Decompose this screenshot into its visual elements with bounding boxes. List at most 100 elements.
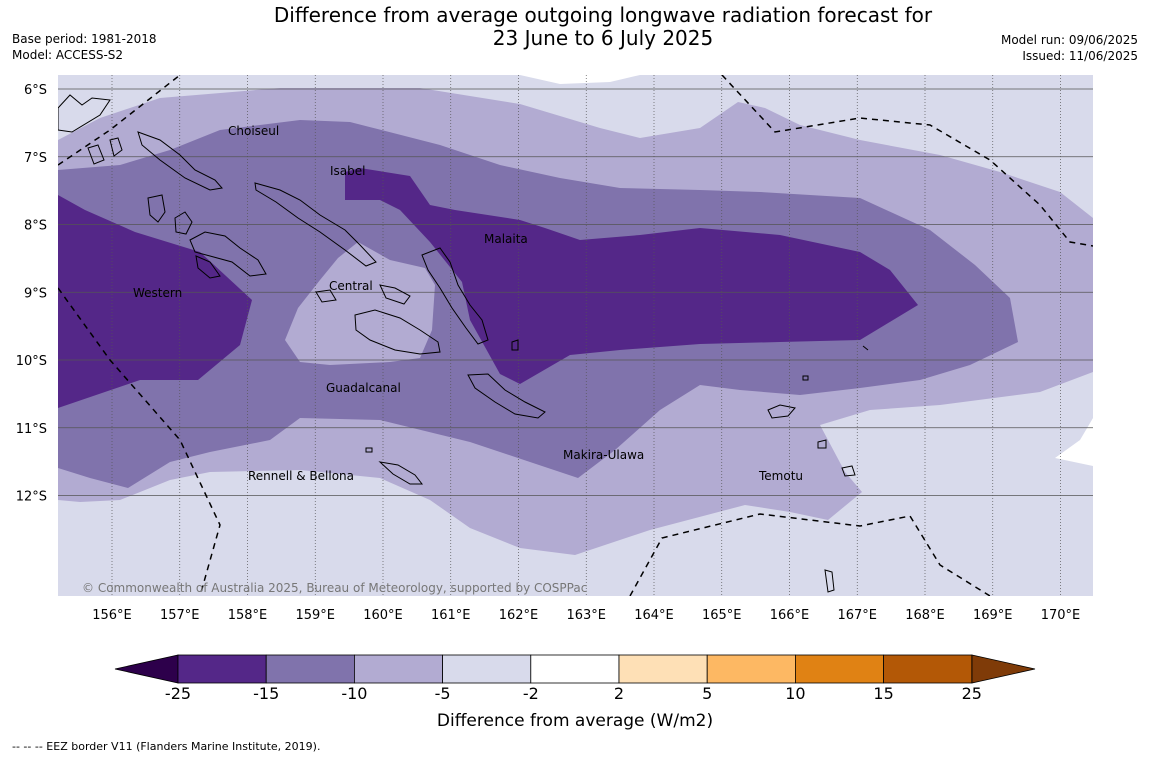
colorbar-tick-labels: -25 -15 -10 -5 -2 2 5 10 15 25 (165, 684, 982, 703)
island-malaita (421, 247, 489, 345)
island-makira (467, 373, 546, 419)
longitude-tick-label: 163°E (566, 608, 606, 623)
island-torres (824, 569, 835, 593)
island-ulawa (511, 339, 519, 351)
meta-left: Base period: 1981-2018 Model: ACCESS-S2 (12, 31, 157, 63)
colorbar-segment (265, 654, 355, 684)
region-choiseul: Choiseul (228, 124, 279, 138)
longitude-tick-label: 162°E (499, 608, 539, 623)
contour-central-pocket (285, 242, 435, 365)
island-reef-islands (802, 375, 809, 381)
colorbar-segments (177, 654, 973, 684)
longitude-tick-label: 160°E (363, 608, 403, 623)
latitude-tick-label: 10°S (16, 354, 47, 369)
longitude-tick-label: 168°E (905, 608, 945, 623)
issued-date: Issued: 11/06/2025 (1022, 49, 1138, 63)
colorbar-tick-label: 5 (702, 684, 712, 703)
island-russell (315, 289, 337, 303)
region-isabel: Isabel (330, 164, 365, 178)
island-rennell (378, 461, 424, 485)
colorbar-title: Difference from average (W/m2) (437, 711, 713, 731)
contour-layer: © Commonwealth of Australia 2025, Bureau… (58, 75, 1093, 596)
eez-border-se (629, 513, 991, 596)
island-sikaiana (862, 345, 869, 351)
colorbar-tick-label: -25 (165, 684, 191, 703)
colorbar-segment (883, 654, 973, 684)
island-kolombangara (174, 211, 193, 235)
colorbar-tick-label: -5 (435, 684, 451, 703)
region-temotu: Temotu (758, 469, 803, 483)
chart-title: Difference from average outgoing longwav… (150, 4, 1056, 50)
island-rendova (195, 255, 221, 279)
colorbar-tick-label: 25 (962, 684, 982, 703)
colorbar-tick-label: 15 (873, 684, 893, 703)
meta-right: Model run: 09/06/2025 Issued: 11/06/2025 (1001, 32, 1138, 64)
colorbar-segment (442, 654, 532, 684)
longitude-tick-label: 165°E (702, 608, 742, 623)
region-malaita: Malaita (484, 232, 528, 246)
latitude-tick-label: 11°S (16, 422, 47, 437)
island-vella-lavella (147, 194, 166, 223)
colorbar-tick-label: 10 (785, 684, 805, 703)
longitude-tick-label: 156°E (92, 608, 132, 623)
colorbar-segment (177, 654, 267, 684)
base-period: Base period: 1981-2018 (12, 32, 157, 46)
colorbar-segment (795, 654, 885, 684)
white-patch-east (1055, 418, 1093, 466)
longitude-tick-label: 161°E (431, 608, 471, 623)
longitude-tick-label: 167°E (837, 608, 877, 623)
colorbar-extend-low (114, 654, 179, 684)
colorbar-tick-label: 2 (614, 684, 624, 703)
island-shortland (87, 144, 105, 165)
model-name: Model: ACCESS-S2 (12, 48, 124, 62)
island-utupua (817, 439, 827, 449)
region-western: Western (133, 286, 182, 300)
colorbar-segment (530, 654, 620, 684)
colorbar: -25 -15 -10 -5 -2 2 5 10 15 25 Difference from av… (114, 654, 1036, 731)
latitude-tick-label: 7°S (24, 151, 47, 166)
longitude-tick-label: 157°E (160, 608, 200, 623)
island-guadalcanal (354, 309, 441, 355)
latitude-labels: 6°S 7°S 8°S 9°S 10°S 11°S 12°S (16, 83, 47, 505)
region-labels: Choiseul Isabel Malaita Western Central … (133, 124, 803, 483)
title-line-1: Difference from average outgoing longwav… (273, 3, 933, 27)
islands-layer (58, 94, 869, 593)
region-central: Central (329, 279, 373, 293)
copyright-credit: © Commonwealth of Australia 2025, Bureau… (82, 581, 587, 595)
graticule (58, 75, 1093, 596)
colorbar-segment (353, 654, 443, 684)
island-santa-cruz (767, 404, 796, 419)
longitude-tick-label: 166°E (770, 608, 810, 623)
island-new-georgia (189, 231, 267, 277)
longitude-tick-label: 169°E (973, 608, 1013, 623)
island-vanikoro (841, 465, 856, 477)
eez-borders (58, 75, 1093, 596)
island-bougainville (58, 94, 111, 133)
colorbar-extend-high (971, 654, 1036, 684)
contour-minus25-to-minus15-east (345, 168, 918, 384)
island-fauro (109, 137, 123, 157)
eez-border-sw (58, 287, 221, 596)
eez-border-nw (58, 75, 181, 166)
longitude-tick-label: 164°E (634, 608, 674, 623)
longitude-tick-label: 159°E (295, 608, 335, 623)
colorbar-segment (706, 654, 796, 684)
latitude-tick-label: 6°S (24, 83, 47, 98)
island-bellona (365, 447, 373, 453)
latitude-tick-label: 9°S (24, 286, 47, 301)
parallel-lines (58, 88, 1093, 496)
model-run: Model run: 09/06/2025 (1000, 33, 1138, 47)
title-line-2: 23 June to 6 July 2025 (492, 26, 714, 50)
longitude-tick-label: 158°E (228, 608, 268, 623)
region-makira-ulawa: Makira-Ulawa (563, 448, 644, 462)
island-isabel (254, 182, 377, 267)
region-guadalcanal: Guadalcanal (326, 381, 401, 395)
latitude-tick-label: 8°S (24, 219, 47, 234)
eez-legend-note: -- -- -- EEZ border V11 (Flanders Marine… (12, 740, 321, 753)
colorbar-tick-label: -10 (341, 684, 367, 703)
island-florida (379, 284, 411, 305)
colorbar-tick-label: -2 (523, 684, 539, 703)
latitude-tick-label: 12°S (16, 490, 47, 505)
longitude-tick-label: 170°E (1041, 608, 1081, 623)
